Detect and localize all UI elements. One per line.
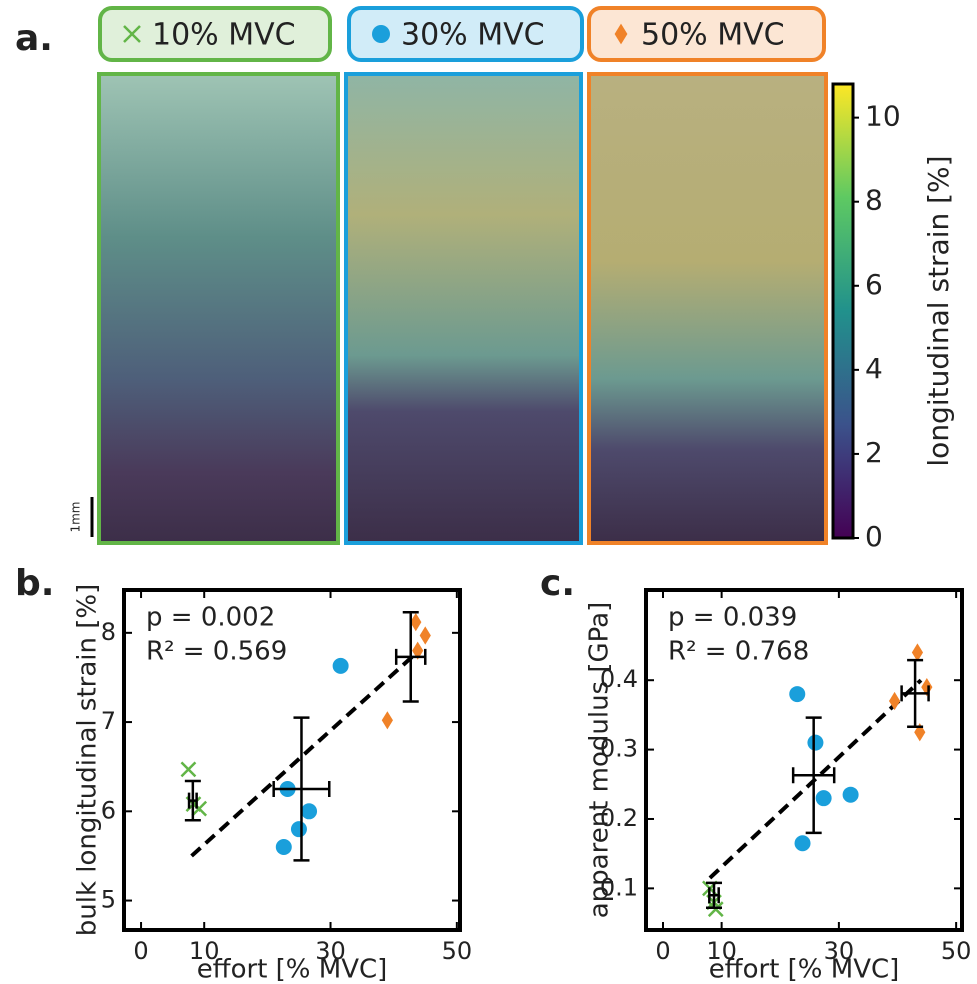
annotation: R² = 0.768 bbox=[668, 637, 809, 667]
marker bbox=[815, 790, 832, 807]
y-tick-label: 0.3 bbox=[600, 735, 638, 763]
legend-label: 30% MVC bbox=[401, 18, 545, 53]
x-axis-label: effort [% MVC] bbox=[197, 955, 388, 984]
annotation: R² = 0.569 bbox=[146, 637, 287, 667]
ultrasound-image bbox=[346, 74, 581, 543]
marker bbox=[301, 803, 318, 820]
marker bbox=[707, 901, 724, 918]
fit-line bbox=[708, 678, 923, 880]
colorbar-tick-label: 10 bbox=[865, 100, 901, 133]
marker bbox=[332, 657, 349, 674]
plot-frame bbox=[122, 588, 462, 932]
y-tick-label: 6 bbox=[101, 796, 116, 824]
scale-bar-label: 1mm bbox=[69, 501, 83, 532]
colorbar-tick-label: 4 bbox=[865, 352, 883, 385]
y-tick-label: 0.4 bbox=[600, 665, 638, 693]
y-tick-label: 5 bbox=[101, 886, 116, 914]
legend-box bbox=[347, 6, 584, 62]
annotation: p = 0.002 bbox=[146, 603, 275, 633]
legend-label: 50% MVC bbox=[641, 18, 785, 53]
marker bbox=[921, 678, 933, 697]
marker bbox=[275, 839, 292, 856]
error-bar-x bbox=[900, 685, 930, 702]
x-tick-label: 50 bbox=[442, 937, 473, 965]
marker bbox=[842, 786, 859, 803]
x-tick-label: 30 bbox=[315, 937, 346, 965]
ultrasound-image bbox=[589, 74, 826, 543]
marker bbox=[794, 835, 811, 852]
marker bbox=[412, 641, 424, 660]
y-tick-label: 0.2 bbox=[600, 804, 638, 832]
colorbar-label: longitudinal strain [%] bbox=[922, 155, 955, 466]
colorbar-tick-label: 8 bbox=[865, 184, 883, 217]
panel-label: c. bbox=[540, 563, 575, 604]
image-frame bbox=[587, 72, 828, 545]
panel-label: a. bbox=[15, 18, 53, 59]
image-frame bbox=[344, 72, 583, 545]
x-tick-label: 0 bbox=[655, 937, 670, 965]
error-bar-x bbox=[708, 887, 720, 904]
x-axis-label: effort [% MVC] bbox=[709, 955, 900, 984]
marker bbox=[410, 613, 422, 632]
y-tick-label: 8 bbox=[101, 618, 116, 646]
colorbar-tick-label: 0 bbox=[865, 520, 883, 553]
legend-box bbox=[587, 6, 826, 62]
y-axis-label: bulk longitudinal strain [%] bbox=[73, 584, 103, 937]
annotation: p = 0.039 bbox=[668, 603, 797, 633]
error-bar-x bbox=[791, 767, 836, 784]
y-tick-label: 0.1 bbox=[600, 873, 638, 901]
marker bbox=[807, 734, 824, 751]
marker bbox=[372, 25, 390, 43]
colorbar-tick-label: 2 bbox=[865, 436, 883, 469]
fit-line bbox=[190, 649, 421, 858]
legend-label: 10% MVC bbox=[152, 18, 296, 53]
x-tick-label: 30 bbox=[824, 937, 855, 965]
marker bbox=[180, 761, 197, 778]
marker bbox=[419, 626, 431, 645]
error-bar-x bbox=[272, 781, 331, 798]
legend-box bbox=[98, 6, 332, 62]
y-axis-label: apparent modulus [GPa] bbox=[585, 602, 615, 919]
error-bar-x bbox=[394, 648, 427, 665]
marker bbox=[888, 691, 901, 711]
colorbar-tick-label: 6 bbox=[865, 268, 883, 301]
x-tick-label: 10 bbox=[706, 937, 737, 965]
marker bbox=[911, 643, 924, 662]
y-tick-label: 7 bbox=[101, 707, 116, 735]
marker bbox=[123, 25, 141, 43]
marker bbox=[614, 23, 628, 45]
error-bar-x bbox=[187, 792, 198, 809]
plot-frame bbox=[644, 588, 964, 932]
marker bbox=[381, 711, 393, 730]
marker bbox=[290, 821, 307, 838]
x-tick-label: 0 bbox=[133, 937, 148, 965]
image-frame bbox=[97, 72, 340, 545]
x-tick-label: 50 bbox=[941, 937, 972, 965]
marker bbox=[191, 800, 208, 817]
ultrasound-image bbox=[99, 74, 338, 543]
panel-label: b. bbox=[15, 563, 54, 604]
colorbar bbox=[831, 82, 855, 540]
x-tick-label: 10 bbox=[189, 937, 220, 965]
marker bbox=[789, 686, 806, 703]
